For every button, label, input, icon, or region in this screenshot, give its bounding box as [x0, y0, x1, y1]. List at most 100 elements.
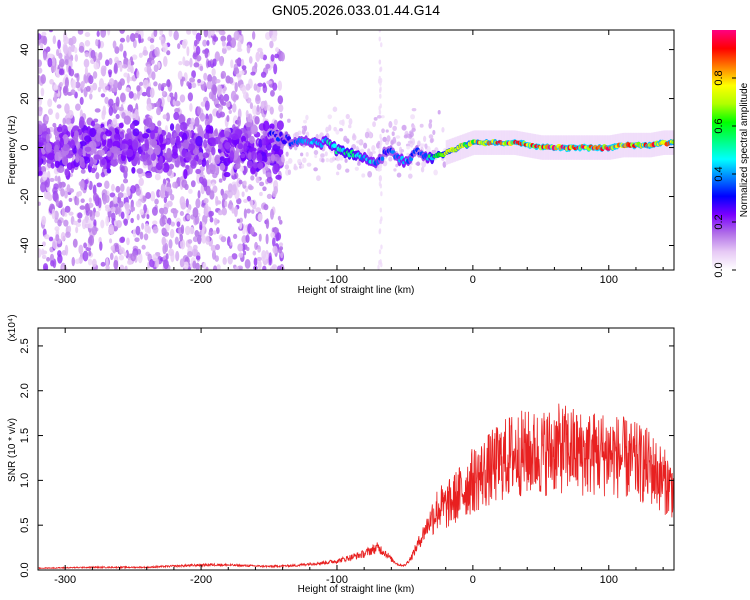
noise-speckle [47, 152, 55, 161]
spectrogram-x-tick-label: -100 [326, 274, 348, 286]
noise-speckle [180, 161, 186, 167]
noise-speckle [232, 103, 237, 113]
noise-speckle [52, 238, 58, 249]
noise-speckle [84, 146, 92, 152]
noise-speckle [161, 90, 166, 96]
snr-y-tick-label: 2.0 [19, 383, 31, 398]
noise-speckle [166, 147, 171, 159]
noise-speckle [146, 156, 152, 165]
noise-speckle [204, 49, 209, 59]
noise-speckle [324, 151, 328, 157]
noise-speckle [135, 225, 141, 236]
noise-speckle [419, 123, 424, 128]
spectrogram-x-tick-label: 0 [470, 274, 476, 286]
noise-speckle [343, 135, 348, 142]
noise-speckle [178, 60, 183, 66]
noise-speckle [143, 79, 149, 89]
noise-speckle [120, 211, 125, 220]
noise-speckle [273, 185, 279, 195]
noise-speckle [110, 206, 116, 213]
noise-speckle [270, 90, 275, 97]
noise-speckle [172, 144, 178, 156]
noise-speckle [119, 43, 124, 52]
noise-speckle [230, 59, 234, 69]
noise-speckle [143, 233, 149, 241]
noise-speckle [74, 130, 79, 139]
noise-speckle [194, 230, 200, 237]
noise-speckle [188, 188, 193, 194]
noise-speckle [272, 82, 278, 91]
noise-speckle [348, 124, 352, 129]
noise-speckle [335, 171, 340, 176]
noise-speckle [199, 224, 203, 231]
noise-speckle [321, 158, 325, 163]
noise-speckle [246, 195, 252, 202]
noise-speckle [252, 105, 258, 116]
noise-speckle [179, 258, 185, 268]
noise-speckle [367, 170, 373, 178]
noise-speckle [48, 53, 54, 59]
noise-speckle [246, 97, 252, 104]
noise-speckle [256, 152, 263, 163]
noise-speckle [376, 115, 382, 119]
noise-speckle [236, 197, 242, 205]
noise-speckle [193, 62, 200, 68]
noise-speckle [273, 63, 278, 75]
noise-speckle [38, 59, 43, 68]
noise-speckle [260, 71, 267, 78]
noise-speckle [96, 182, 103, 188]
noise-speckle [67, 225, 72, 234]
noise-speckle [417, 140, 421, 146]
noise-speckle [182, 56, 186, 66]
noise-speckle [275, 232, 282, 241]
noise-speckle [88, 250, 92, 257]
noise-speckle [42, 35, 48, 46]
noise-speckle [79, 180, 85, 191]
noise-speckle [67, 46, 72, 57]
noise-speckle [328, 124, 332, 131]
noise-speckle [108, 105, 114, 116]
noise-speckle [157, 120, 162, 127]
noise-speckle [205, 235, 210, 245]
noise-speckle [139, 208, 145, 216]
noise-speckle [269, 40, 274, 49]
spectrogram-y-tick-label: 20 [19, 92, 31, 104]
noise-speckle [108, 71, 112, 78]
noise-speckle [276, 120, 284, 131]
noise-speckle [207, 60, 212, 68]
noise-speckle [233, 67, 240, 75]
noise-speckle [186, 81, 190, 87]
noise-speckle [113, 259, 119, 270]
noise-speckle [42, 263, 49, 270]
noise-speckle [393, 118, 398, 126]
noise-speckle [257, 47, 263, 53]
snr-y-tick-label: 2.5 [19, 338, 31, 353]
noise-speckle [61, 266, 68, 270]
noise-speckle [385, 129, 389, 133]
noise-speckle [278, 219, 283, 225]
noise-speckle [84, 72, 89, 84]
noise-speckle [215, 244, 221, 251]
noise-speckle [56, 48, 60, 57]
noise-speckle [391, 131, 395, 136]
noise-speckle [363, 142, 368, 149]
noise-speckle [235, 58, 241, 64]
noise-speckle [142, 49, 149, 56]
noise-speckle [257, 213, 263, 222]
noise-speckle [38, 106, 43, 117]
noise-speckle [121, 149, 128, 156]
noise-speckle [194, 155, 199, 162]
noise-speckle [259, 51, 264, 60]
snr-x-tick-label: 0 [470, 574, 476, 586]
noise-speckle [105, 265, 110, 270]
noise-speckle [53, 183, 59, 190]
noise-speckle [371, 145, 376, 152]
noise-speckle [189, 103, 193, 112]
noise-speckle [408, 165, 412, 171]
noise-speckle [395, 163, 399, 168]
noise-speckle [195, 32, 202, 42]
noise-speckle [162, 162, 170, 173]
noise-speckle [278, 104, 284, 113]
noise-speckle [66, 184, 71, 193]
noise-speckle [49, 177, 55, 182]
